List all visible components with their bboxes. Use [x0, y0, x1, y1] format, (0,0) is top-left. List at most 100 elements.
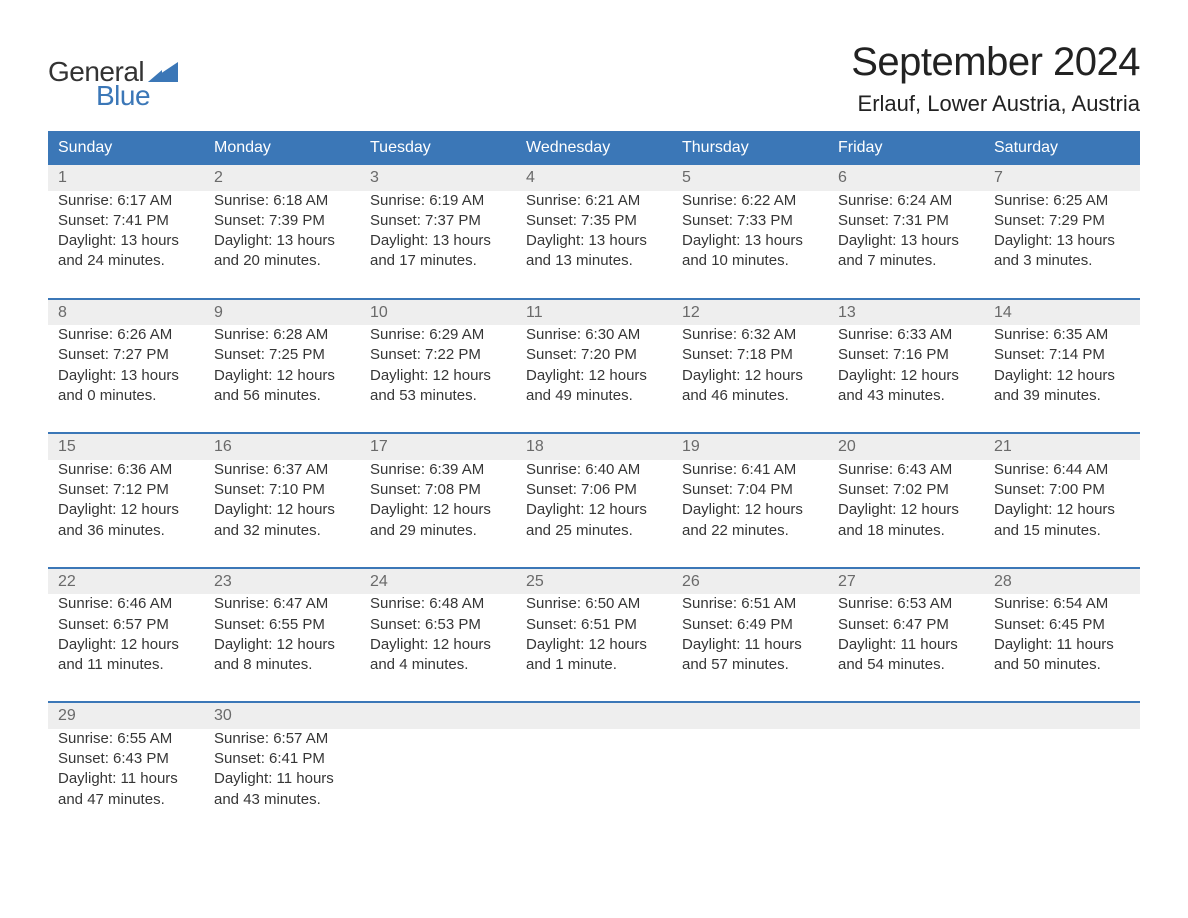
day-number: 13 — [828, 299, 984, 326]
daylight-text: Daylight: 12 hours and 46 minutes. — [682, 366, 818, 407]
sunrise-text: Sunrise: 6:55 AM — [58, 729, 194, 749]
daylight-text: Daylight: 12 hours and 8 minutes. — [214, 635, 350, 676]
day-cell: Sunrise: 6:43 AMSunset: 7:02 PMDaylight:… — [828, 460, 984, 568]
brand-part2: Blue — [96, 82, 178, 110]
week-daynum-row: 22232425262728 — [48, 568, 1140, 595]
daylight-text: Daylight: 11 hours and 57 minutes. — [682, 635, 818, 676]
sunset-text: Sunset: 7:25 PM — [214, 345, 350, 365]
daylight-text: Daylight: 11 hours and 43 minutes. — [214, 769, 350, 810]
day-number: 3 — [360, 165, 516, 191]
sunrise-text: Sunrise: 6:54 AM — [994, 594, 1130, 614]
day-cell: Sunrise: 6:17 AMSunset: 7:41 PMDaylight:… — [48, 191, 204, 299]
sunrise-text: Sunrise: 6:32 AM — [682, 325, 818, 345]
day-cell: Sunrise: 6:48 AMSunset: 6:53 PMDaylight:… — [360, 594, 516, 702]
daylight-text: Daylight: 12 hours and 18 minutes. — [838, 500, 974, 541]
day-number: 23 — [204, 568, 360, 595]
day-cell: Sunrise: 6:25 AMSunset: 7:29 PMDaylight:… — [984, 191, 1140, 299]
sunset-text: Sunset: 7:02 PM — [838, 480, 974, 500]
sunset-text: Sunset: 7:20 PM — [526, 345, 662, 365]
daylight-text: Daylight: 12 hours and 11 minutes. — [58, 635, 194, 676]
sunrise-text: Sunrise: 6:51 AM — [682, 594, 818, 614]
month-title: September 2024 — [851, 40, 1140, 85]
day-number: 1 — [48, 165, 204, 191]
week-content-row: Sunrise: 6:36 AMSunset: 7:12 PM Daylight:… — [48, 460, 1140, 568]
sunrise-text: Sunrise: 6:33 AM — [838, 325, 974, 345]
day-header: Thursday — [672, 131, 828, 165]
calendar-table: SundayMondayTuesdayWednesdayThursdayFrid… — [48, 131, 1140, 836]
daylight-text: Daylight: 12 hours and 4 minutes. — [370, 635, 506, 676]
daylight-text: Daylight: 12 hours and 25 minutes. — [526, 500, 662, 541]
day-cell: Sunrise: 6:57 AMSunset: 6:41 PMDaylight:… — [204, 729, 360, 836]
day-number: 17 — [360, 433, 516, 460]
day-number: 11 — [516, 299, 672, 326]
day-cell: Sunrise: 6:39 AMSunset: 7:08 PMDaylight:… — [360, 460, 516, 568]
sunset-text: Sunset: 7:08 PM — [370, 480, 506, 500]
day-number: 28 — [984, 568, 1140, 595]
day-cell — [828, 729, 984, 836]
daylight-text: Daylight: 12 hours and 22 minutes. — [682, 500, 818, 541]
daylight-text: Daylight: 13 hours and 24 minutes. — [58, 231, 194, 272]
daylight-text: Daylight: 13 hours and 20 minutes. — [214, 231, 350, 272]
day-number: 27 — [828, 568, 984, 595]
day-header: Wednesday — [516, 131, 672, 165]
sunset-text: Sunset: 7:06 PM — [526, 480, 662, 500]
daylight-text: Daylight: 13 hours and 13 minutes. — [526, 231, 662, 272]
day-cell: Sunrise: 6:40 AMSunset: 7:06 PMDaylight:… — [516, 460, 672, 568]
sunset-text: Sunset: 7:31 PM — [838, 211, 974, 231]
sunset-text: Sunset: 7:10 PM — [214, 480, 350, 500]
day-cell: Sunrise: 6:33 AMSunset: 7:16 PMDaylight:… — [828, 325, 984, 433]
sunset-text: Sunset: 6:47 PM — [838, 615, 974, 635]
day-cell: Sunrise: 6:51 AMSunset: 6:49 PMDaylight:… — [672, 594, 828, 702]
day-cell: Sunrise: 6:30 AMSunset: 7:20 PMDaylight:… — [516, 325, 672, 433]
daylight-text: Daylight: 12 hours and 1 minute. — [526, 635, 662, 676]
sunrise-text: Sunrise: 6:39 AM — [370, 460, 506, 480]
sunset-text: Sunset: 7:27 PM — [58, 345, 194, 365]
sunrise-text: Sunrise: 6:35 AM — [994, 325, 1130, 345]
sunset-text: Sunset: 7:41 PM — [58, 211, 194, 231]
calendar-document: General Blue September 2024 Erlauf, Lowe… — [0, 0, 1188, 896]
sunset-text: Sunset: 7:35 PM — [526, 211, 662, 231]
sunrise-text: Sunrise: 6:28 AM — [214, 325, 350, 345]
sunrise-text: Sunrise: 6:36 AM — [58, 460, 194, 480]
day-number: 12 — [672, 299, 828, 326]
day-header: Monday — [204, 131, 360, 165]
day-cell: Sunrise: 6:26 AMSunset: 7:27 PMDaylight:… — [48, 325, 204, 433]
day-number: 2 — [204, 165, 360, 191]
sunrise-text: Sunrise: 6:18 AM — [214, 191, 350, 211]
daylight-text: Daylight: 11 hours and 50 minutes. — [994, 635, 1130, 676]
day-number: 20 — [828, 433, 984, 460]
daylight-text: Daylight: 13 hours and 3 minutes. — [994, 231, 1130, 272]
daylight-text: Daylight: 13 hours and 0 minutes. — [58, 366, 194, 407]
daylight-text: Daylight: 12 hours and 32 minutes. — [214, 500, 350, 541]
day-cell: Sunrise: 6:28 AMSunset: 7:25 PMDaylight:… — [204, 325, 360, 433]
sunset-text: Sunset: 6:43 PM — [58, 749, 194, 769]
day-cell: Sunrise: 6:47 AMSunset: 6:55 PMDaylight:… — [204, 594, 360, 702]
daylight-text: Daylight: 12 hours and 53 minutes. — [370, 366, 506, 407]
sunset-text: Sunset: 7:33 PM — [682, 211, 818, 231]
day-number: 5 — [672, 165, 828, 191]
day-cell: Sunrise: 6:54 AMSunset: 6:45 PMDaylight:… — [984, 594, 1140, 702]
day-number: 15 — [48, 433, 204, 460]
day-cell: Sunrise: 6:22 AMSunset: 7:33 PMDaylight:… — [672, 191, 828, 299]
sunset-text: Sunset: 7:12 PM — [58, 480, 194, 500]
day-cell: Sunrise: 6:32 AMSunset: 7:18 PMDaylight:… — [672, 325, 828, 433]
sunrise-text: Sunrise: 6:21 AM — [526, 191, 662, 211]
day-number: 26 — [672, 568, 828, 595]
sunset-text: Sunset: 6:45 PM — [994, 615, 1130, 635]
daylight-text: Daylight: 13 hours and 7 minutes. — [838, 231, 974, 272]
sunset-text: Sunset: 6:53 PM — [370, 615, 506, 635]
day-cell: Sunrise: 6:19 AMSunset: 7:37 PMDaylight:… — [360, 191, 516, 299]
day-number: 4 — [516, 165, 672, 191]
daylight-text: Daylight: 12 hours and 43 minutes. — [838, 366, 974, 407]
title-area: September 2024 Erlauf, Lower Austria, Au… — [851, 40, 1140, 117]
brand-logo: General Blue — [48, 40, 178, 110]
sunrise-text: Sunrise: 6:22 AM — [682, 191, 818, 211]
day-number: 30 — [204, 702, 360, 729]
daylight-text: Daylight: 12 hours and 49 minutes. — [526, 366, 662, 407]
day-cell: Sunrise: 6:50 AMSunset: 6:51 PMDaylight:… — [516, 594, 672, 702]
daylight-text: Daylight: 11 hours and 47 minutes. — [58, 769, 194, 810]
sunrise-text: Sunrise: 6:43 AM — [838, 460, 974, 480]
day-cell: Sunrise: 6:41 AMSunset: 7:04 PMDaylight:… — [672, 460, 828, 568]
day-number: 14 — [984, 299, 1140, 326]
daylight-text: Daylight: 12 hours and 15 minutes. — [994, 500, 1130, 541]
